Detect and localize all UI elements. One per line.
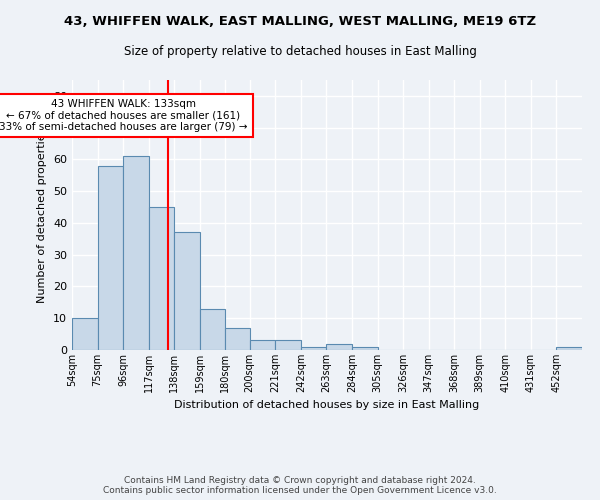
Bar bbox=[326, 344, 352, 350]
Bar bbox=[301, 347, 326, 350]
Bar bbox=[275, 340, 301, 350]
Bar bbox=[226, 328, 250, 350]
Bar bbox=[250, 340, 275, 350]
Bar bbox=[123, 156, 149, 350]
Bar bbox=[149, 207, 174, 350]
Y-axis label: Number of detached properties: Number of detached properties bbox=[37, 128, 47, 302]
Text: Size of property relative to detached houses in East Malling: Size of property relative to detached ho… bbox=[124, 45, 476, 58]
Bar bbox=[352, 347, 377, 350]
Bar bbox=[98, 166, 123, 350]
Bar bbox=[72, 318, 98, 350]
X-axis label: Distribution of detached houses by size in East Malling: Distribution of detached houses by size … bbox=[175, 400, 479, 410]
Text: 43 WHIFFEN WALK: 133sqm
← 67% of detached houses are smaller (161)
33% of semi-d: 43 WHIFFEN WALK: 133sqm ← 67% of detache… bbox=[0, 99, 247, 132]
Bar bbox=[556, 347, 582, 350]
Text: Contains HM Land Registry data © Crown copyright and database right 2024.
Contai: Contains HM Land Registry data © Crown c… bbox=[103, 476, 497, 495]
Text: 43, WHIFFEN WALK, EAST MALLING, WEST MALLING, ME19 6TZ: 43, WHIFFEN WALK, EAST MALLING, WEST MAL… bbox=[64, 15, 536, 28]
Bar bbox=[174, 232, 200, 350]
Bar bbox=[200, 308, 226, 350]
